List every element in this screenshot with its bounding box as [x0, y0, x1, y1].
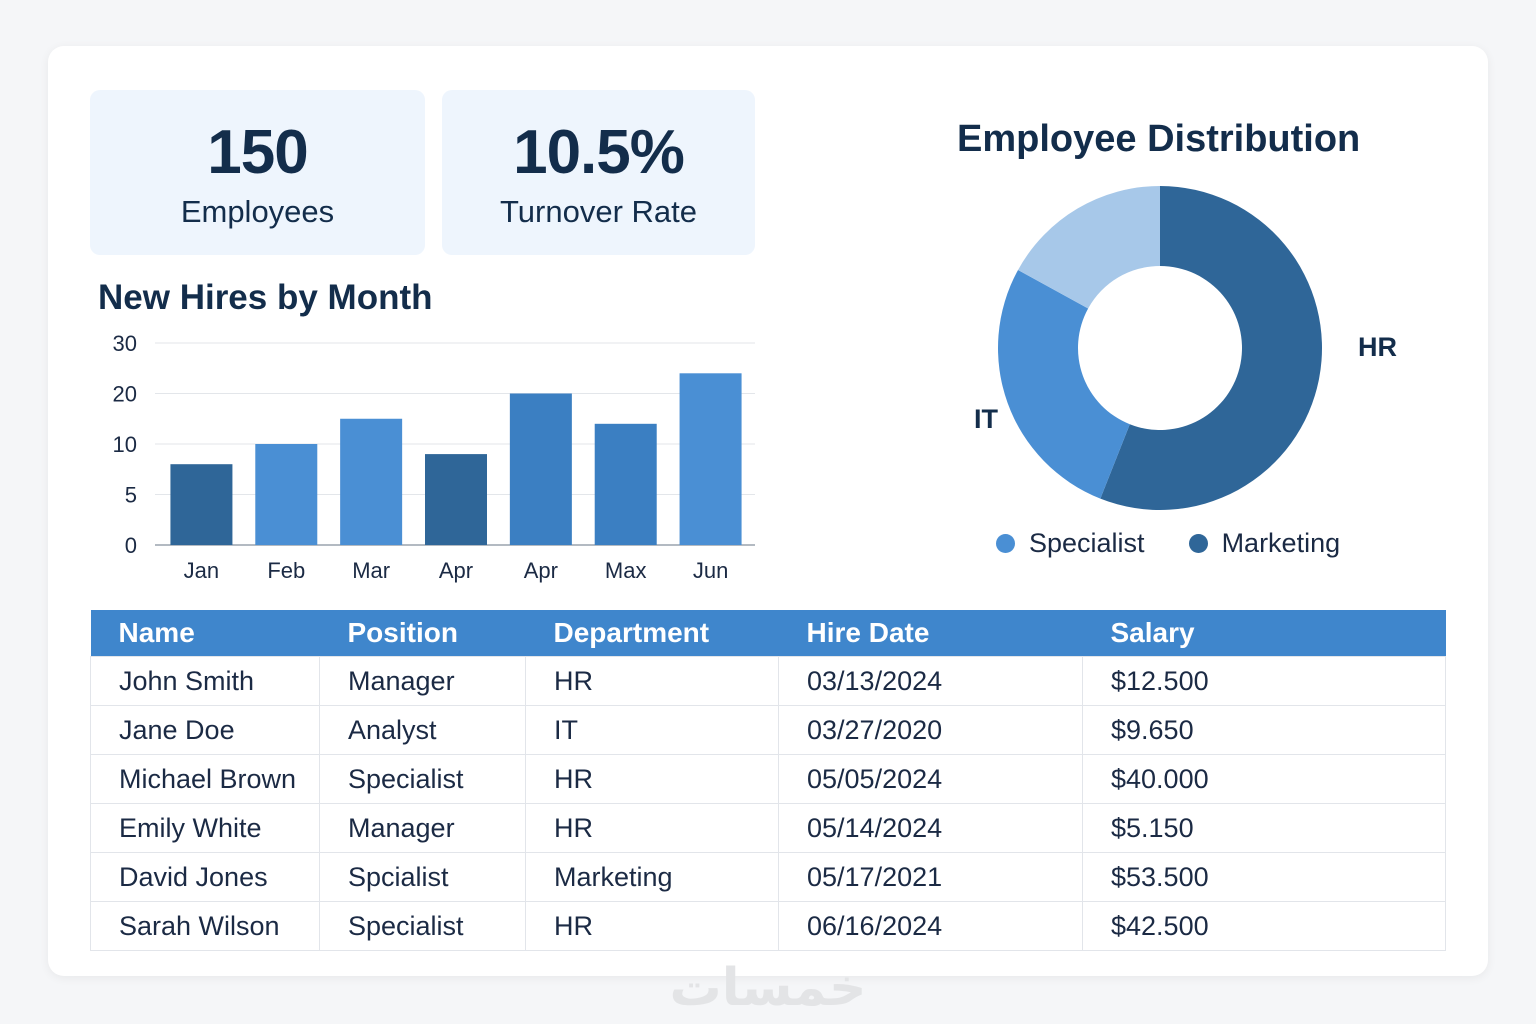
cell-position: Manager: [319, 656, 526, 706]
y-tick-label: 10: [113, 432, 137, 457]
legend-dot-specialist: [996, 534, 1015, 553]
legend-dot-marketing: [1188, 534, 1208, 553]
bar-chart-title: New Hires by Month: [98, 278, 433, 317]
table-row[interactable]: Jane Doe Analyst IT 03/27/2020 $9.650: [90, 705, 1446, 755]
x-tick-label: Jan: [184, 558, 219, 583]
cell-salary: $5.150: [1082, 803, 1446, 853]
kpi-turnover-label: Turnover Rate: [500, 194, 697, 229]
column-header-name[interactable]: Name: [90, 610, 320, 657]
donut-slice-hr[interactable]: [1100, 186, 1322, 510]
bar-mar-2[interactable]: [340, 418, 403, 545]
legend-label-marketing: Marketing: [1221, 528, 1341, 558]
cell-salary: $40.000: [1082, 754, 1446, 804]
y-tick-label: 5: [125, 483, 137, 508]
cell-hire-date: 05/14/2024: [778, 803, 1083, 853]
cell-department: IT: [525, 705, 779, 755]
cell-hire-date: 05/17/2021: [778, 852, 1083, 902]
donut-legend: Specialist Marketing: [996, 528, 1384, 559]
kpi-employees-value: 150: [207, 118, 308, 187]
cell-name: Jane Doe: [90, 705, 320, 755]
bar-jan-0[interactable]: [170, 464, 233, 545]
bar-feb-1[interactable]: [255, 444, 318, 545]
column-header-position[interactable]: Position: [319, 610, 526, 657]
column-header-department[interactable]: Department: [525, 610, 779, 657]
kpi-turnover-value: 10.5%: [513, 118, 685, 187]
cell-salary: $12.500: [1082, 656, 1446, 706]
donut-chart-title: Employee Distribution: [957, 118, 1361, 160]
bar-jun-6[interactable]: [679, 373, 742, 545]
table-header-row: Name Position Department Hire Date Salar…: [90, 610, 1446, 657]
x-tick-label: Feb: [267, 558, 305, 583]
table-row[interactable]: David Jones Spcialist Marketing 05/17/2021 $…: [90, 852, 1446, 902]
legend-item-marketing: Marketing: [1188, 528, 1341, 559]
cell-position: Analyst: [319, 705, 526, 755]
bar-apr-4[interactable]: [509, 393, 572, 546]
kpi-employees-card: 150 Employees: [90, 90, 425, 255]
cell-department: HR: [525, 901, 779, 951]
cell-position: Spcialist: [319, 852, 526, 902]
column-header-hire-date[interactable]: Hire Date: [778, 610, 1083, 657]
cell-name: Michael Brown: [90, 754, 320, 804]
column-header-salary[interactable]: Salary: [1082, 610, 1446, 657]
new-hires-bar-chart: 0 5 10 20 30 Jan Feb Mar Apr Apr Max Jun: [113, 331, 755, 583]
x-tick-label: Max: [605, 558, 647, 583]
table-row[interactable]: Emily White Manager HR 05/14/2024 $5.150: [90, 803, 1446, 853]
donut-slice-other[interactable]: [1018, 186, 1160, 309]
employee-distribution-donut: HR IT: [974, 186, 1397, 510]
table-row[interactable]: John Smith Manager HR 03/13/2024 $12.500: [90, 656, 1446, 706]
cell-department: HR: [525, 656, 779, 706]
x-tick-label: Apr: [524, 558, 558, 583]
y-tick-label: 0: [125, 533, 137, 558]
donut-slice-it[interactable]: [998, 269, 1130, 499]
legend-label-specialist: Specialist: [1029, 528, 1145, 558]
cell-hire-date: 03/13/2024: [778, 656, 1083, 706]
x-tick-label: Mar: [352, 558, 390, 583]
cell-name: Emily White: [90, 803, 320, 853]
cell-position: Specialist: [319, 754, 526, 804]
cell-position: Specialist: [319, 901, 526, 951]
cell-name: Sarah Wilson: [90, 901, 320, 951]
cell-hire-date: 06/16/2024: [778, 901, 1083, 951]
x-tick-label: Apr: [439, 558, 473, 583]
legend-item-specialist: Specialist: [996, 528, 1145, 559]
cell-salary: $53.500: [1082, 852, 1446, 902]
donut-label-hr: HR: [1358, 332, 1397, 362]
cell-department: HR: [525, 803, 779, 853]
bar-max-5[interactable]: [594, 423, 657, 545]
x-tick-label: Jun: [693, 558, 728, 583]
employee-table: Name Position Department Hire Date Salar…: [90, 610, 1446, 951]
y-tick-label: 30: [113, 331, 137, 356]
cell-department: Marketing: [525, 852, 779, 902]
table-row[interactable]: Sarah Wilson Specialist HR 06/16/2024 $42.50…: [90, 901, 1446, 951]
cell-salary: $42.500: [1082, 901, 1446, 951]
watermark-logo: خمسات: [669, 958, 867, 1018]
kpi-employees-label: Employees: [180, 194, 335, 229]
kpi-turnover-card: 10.5% Turnover Rate: [442, 90, 755, 255]
y-tick-label: 20: [113, 382, 137, 407]
cell-salary: $9.650: [1082, 705, 1446, 755]
cell-name: David Jones: [90, 852, 320, 902]
donut-label-it: IT: [974, 404, 999, 434]
table-row[interactable]: Michael Brown Specialist HR 05/05/2024 $40.0…: [90, 754, 1446, 804]
cell-name: John Smith: [90, 656, 320, 706]
cell-department: HR: [525, 754, 779, 804]
cell-hire-date: 05/05/2024: [778, 754, 1083, 804]
bar-apr-3[interactable]: [425, 454, 487, 545]
cell-hire-date: 03/27/2020: [778, 705, 1083, 755]
cell-position: Manager: [319, 803, 526, 853]
